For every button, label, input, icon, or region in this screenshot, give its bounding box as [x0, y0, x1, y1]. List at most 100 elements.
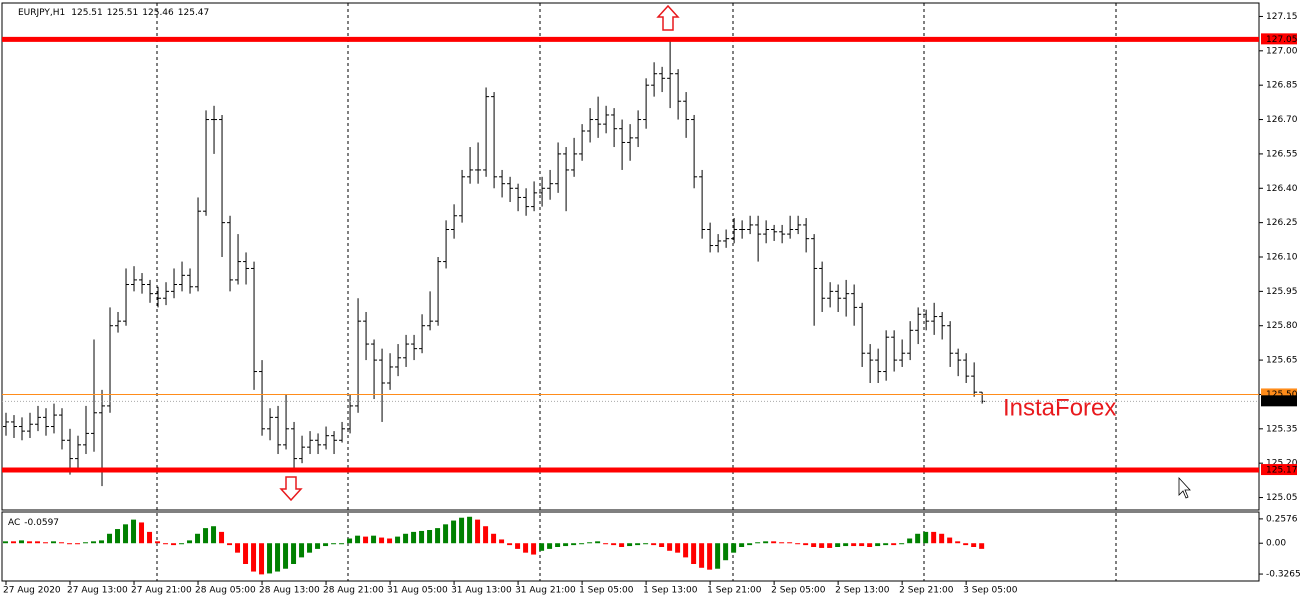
ac-bar	[91, 541, 97, 544]
ac-bar	[659, 543, 665, 547]
ac-bar	[203, 528, 209, 544]
ac-bar	[139, 522, 145, 544]
header-low: 125.46	[142, 8, 174, 18]
ac-bar	[11, 541, 17, 544]
ac-bar	[707, 543, 713, 570]
ac-bar	[187, 540, 193, 544]
y-tick-label: 125.65	[1266, 356, 1298, 366]
ac-bar	[859, 543, 865, 547]
ac-bar	[675, 543, 681, 553]
ac-bar	[979, 543, 985, 549]
ac-bar	[67, 543, 73, 545]
y-tick-label: 125.05	[1266, 493, 1298, 503]
ac-bar	[755, 542, 761, 544]
ask-label: 125.50	[1266, 390, 1298, 400]
watermark: InstaForex	[1003, 394, 1116, 421]
ac-bar	[19, 540, 25, 544]
ac-bar	[163, 543, 169, 545]
ac-bar	[955, 541, 961, 544]
ac-bar	[179, 543, 185, 545]
y-tick-label: 126.40	[1266, 184, 1298, 194]
ac-bar	[731, 543, 737, 553]
ac-bar	[443, 524, 449, 544]
ac-bar	[83, 542, 89, 544]
ac-bar	[723, 543, 729, 561]
ac-bar	[211, 526, 217, 544]
ac-bar	[419, 530, 425, 544]
ac-bar	[75, 543, 81, 545]
indicator-panel	[1, 511, 1260, 582]
ac-bar	[699, 543, 705, 568]
y-tick-label: 125.80	[1266, 321, 1298, 331]
header-open: 125.51	[71, 8, 103, 18]
ac-bar	[491, 533, 497, 544]
ac-bar	[411, 531, 417, 544]
level-label: 127.05	[1266, 35, 1298, 45]
ac-bar	[579, 543, 585, 545]
ac-bar	[363, 536, 369, 544]
x-tick-label: 1 Sep 13:00	[643, 586, 698, 596]
ac-bar	[459, 517, 465, 544]
ac-bar	[195, 533, 201, 544]
level-label: 125.17	[1266, 466, 1298, 476]
ac-bar	[467, 516, 473, 544]
ac-bar	[395, 536, 401, 544]
y-tick-label: 126.55	[1266, 149, 1298, 159]
x-tick-label: 31 Aug 21:00	[515, 586, 576, 596]
ac-bar	[435, 528, 441, 544]
ac-bar	[243, 543, 249, 564]
x-tick-label: 28 Aug 21:00	[323, 586, 384, 596]
ac-bar	[347, 538, 353, 544]
ac-bar	[891, 543, 897, 546]
ac-bar	[963, 543, 969, 546]
ac-bar	[155, 541, 161, 544]
ac-bar	[299, 543, 305, 558]
ac-bar	[635, 543, 641, 546]
ac-bar	[787, 542, 793, 544]
ac-bar	[611, 543, 617, 546]
indicator-name: AC	[8, 518, 20, 528]
ac-bar	[115, 529, 121, 544]
level-label-box	[1261, 464, 1297, 476]
down-arrow	[279, 476, 303, 502]
ac-bar	[227, 543, 233, 546]
ac-bar	[691, 543, 697, 564]
ac-bar	[643, 543, 649, 545]
ac-bar	[803, 543, 809, 546]
ac-bar	[931, 531, 937, 544]
ac-bar	[219, 531, 225, 544]
x-tick-label: 31 Aug 05:00	[387, 586, 448, 596]
ac-bar	[3, 541, 9, 544]
level-label-box	[1261, 33, 1297, 45]
ac-bar	[627, 543, 633, 547]
ac-bar	[123, 524, 129, 544]
header: EURJPY,H1 125.51 125.51 125.46 125.47	[18, 8, 209, 18]
y-tick-label: 0.00	[1266, 539, 1286, 549]
ac-bar	[923, 531, 929, 544]
ac-bar	[795, 543, 801, 545]
ac-bar	[779, 542, 785, 544]
up-arrow	[656, 4, 680, 31]
ac-bar	[763, 541, 769, 544]
y-tick-label: 126.70	[1266, 115, 1298, 125]
ac-bar	[563, 543, 569, 547]
ac-bar	[531, 543, 537, 555]
ac-bar	[131, 519, 137, 544]
x-tick-label: 28 Aug 13:00	[259, 586, 320, 596]
ac-bar	[331, 543, 337, 545]
y-tick-label: 125.35	[1266, 424, 1298, 434]
x-tick-label: 3 Sep 05:00	[963, 586, 1018, 596]
ac-bar	[147, 531, 153, 544]
ac-bar	[555, 543, 561, 547]
ac-bar	[915, 533, 921, 544]
ac-bar	[571, 543, 577, 546]
cursor	[1178, 476, 1191, 499]
ac-bar	[587, 542, 593, 544]
ac-bar	[315, 543, 321, 549]
ac-bar	[811, 543, 817, 547]
x-tick-label: 1 Sep 05:00	[579, 586, 634, 596]
ac-bar	[43, 542, 49, 544]
x-tick-label: 2 Sep 05:00	[771, 586, 826, 596]
y-tick-label: -0.3265	[1266, 570, 1301, 580]
